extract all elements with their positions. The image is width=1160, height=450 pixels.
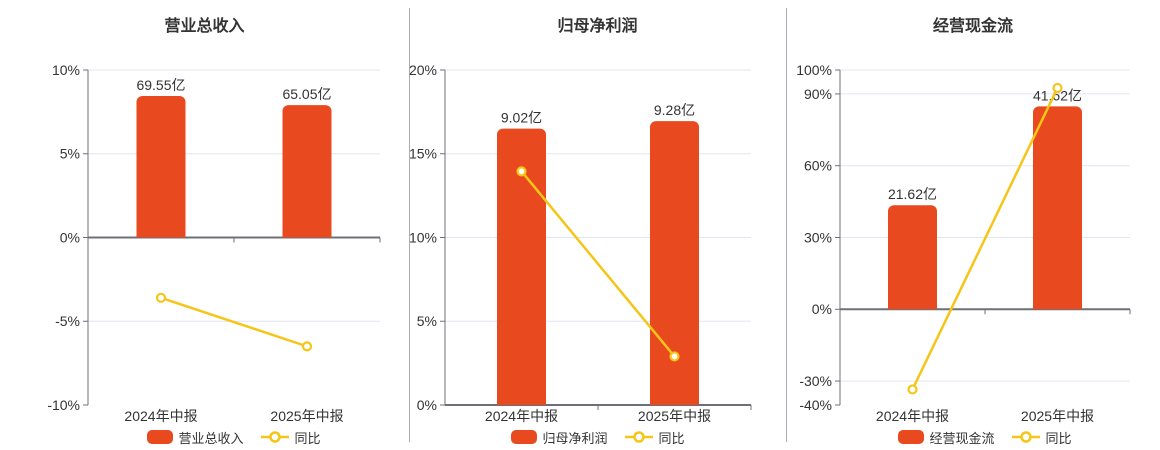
legend: 归母净利润 同比 <box>445 426 751 448</box>
chart-canvas: 10% 5% 0% -5% -10% 69.55亿 65.05亿 2024年中报 2025年中报 <box>47 62 381 424</box>
bar-series-swatch-icon <box>898 430 925 444</box>
yoy-line <box>911 87 1059 390</box>
bar-value-label: 21.62亿 <box>888 186 937 202</box>
legend-bar-series-label: 经营现金流 <box>929 430 995 446</box>
yoy-marker <box>1052 82 1063 94</box>
legend-yoy-label: 同比 <box>294 430 321 446</box>
yoy-marker <box>907 384 918 395</box>
bar-2024年中报 <box>888 205 937 310</box>
legend-item-bar-series[interactable]: 归母净利润 <box>511 428 608 447</box>
bar-2024年中报 <box>497 128 546 405</box>
y-tick-label: 0% <box>812 301 832 317</box>
yoy-marker <box>155 292 167 303</box>
panel-operating-revenue: 营业总收入 10% 5% 0% -5% -10% 69.55亿 65.05亿 2024年中报 2… <box>0 0 409 450</box>
bar-2025年中报 <box>650 121 699 406</box>
bar-value-label: 69.55亿 <box>136 77 185 93</box>
y-tick-label: 5% <box>60 146 80 162</box>
legend-bar-series-label: 归母净利润 <box>542 430 608 446</box>
bar-value-label: 9.02亿 <box>501 110 542 126</box>
y-tick-label: 10% <box>409 229 437 245</box>
bar-series-swatch-icon <box>147 430 174 444</box>
yoy-marker <box>669 351 680 362</box>
legend-item-yoy[interactable]: 同比 <box>1011 428 1072 447</box>
y-tick-label: 20% <box>409 62 437 78</box>
y-tick-label: 5% <box>417 313 437 329</box>
y-tick-label: 10% <box>52 62 80 78</box>
legend-yoy-label: 同比 <box>1045 430 1072 446</box>
yoy-line-icon <box>1011 431 1040 443</box>
y-tick-label: 15% <box>409 146 437 162</box>
panel-net-profit: 归母净利润 20% 15% 10% 5% 0% 9.02亿 9.28亿 2024年中报 2025… <box>409 0 786 450</box>
yoy-marker <box>301 341 313 352</box>
chart-title: 经营现金流 <box>932 18 1013 35</box>
bar-value-label: 65.05亿 <box>282 86 331 102</box>
y-tick-label: -5% <box>55 313 80 329</box>
yoy-line <box>160 296 308 348</box>
chart-title: 营业总收入 <box>164 18 245 35</box>
y-tick-label: 90% <box>804 86 832 102</box>
legend-item-bar-series[interactable]: 营业总收入 <box>147 428 244 447</box>
yoy-marker <box>516 166 527 177</box>
x-category-label: 2025年中报 <box>638 408 711 424</box>
y-tick-label: -30% <box>799 373 832 389</box>
y-tick-label: 60% <box>804 158 832 174</box>
y-tick-label: -10% <box>47 397 80 413</box>
bar-2025年中报 <box>282 105 332 238</box>
bar-2024年中报 <box>136 95 186 238</box>
bar-2025年中报 <box>1033 106 1082 310</box>
bar-series-swatch-icon <box>511 430 538 444</box>
legend-yoy-label: 同比 <box>658 430 685 446</box>
panel-operating-cashflow: 经营现金流 100% 90% 60% 30% 0% -30% -40% 21.62亿 41.62… <box>786 0 1160 450</box>
y-tick-label: 30% <box>804 229 832 245</box>
chart-title: 归母净利润 <box>557 18 638 35</box>
y-tick-label: -40% <box>799 397 832 413</box>
y-tick-label: 0% <box>60 229 80 245</box>
legend-item-yoy[interactable]: 同比 <box>624 428 685 447</box>
x-category-label: 2024年中报 <box>876 408 949 424</box>
y-tick-label: 100% <box>796 62 832 78</box>
x-category-label: 2024年中报 <box>485 408 558 424</box>
legend: 营业总收入 同比 <box>88 426 380 448</box>
yoy-line-icon <box>624 431 653 443</box>
chart-canvas: 20% 15% 10% 5% 0% 9.02亿 9.28亿 2024年中报 2025年中报 <box>409 62 752 424</box>
y-tick-label: 0% <box>417 397 437 413</box>
bar-value-label: 41.62亿 <box>1033 87 1082 103</box>
x-category-label: 2025年中报 <box>1021 408 1094 424</box>
legend: 经营现金流 同比 <box>840 426 1130 448</box>
x-category-label: 2024年中报 <box>124 408 197 424</box>
bar-value-label: 9.28亿 <box>654 102 695 118</box>
legend-bar-series-label: 营业总收入 <box>178 430 244 446</box>
yoy-line <box>520 170 676 358</box>
chart-canvas: 100% 90% 60% 30% 0% -30% -40% 21.62亿 41.62亿 2024年… <box>796 62 1131 424</box>
legend-item-bar-series[interactable]: 经营现金流 <box>898 428 995 447</box>
x-category-label: 2025年中报 <box>270 408 343 424</box>
yoy-line-icon <box>260 431 289 443</box>
legend-item-yoy[interactable]: 同比 <box>260 428 321 447</box>
